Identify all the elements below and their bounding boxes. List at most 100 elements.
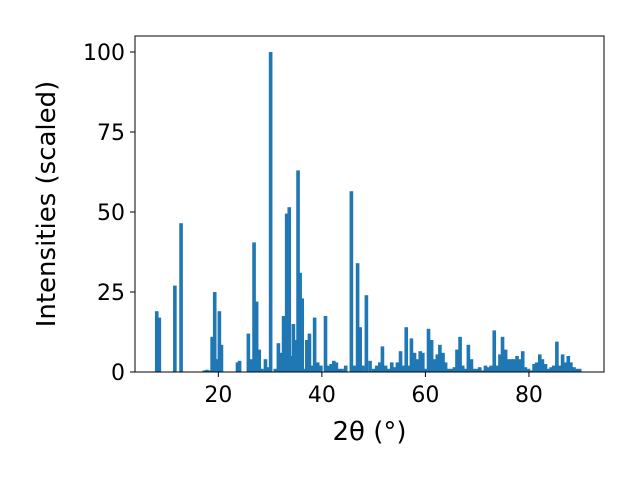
x-tick-label: 20: [204, 383, 232, 408]
bar: [409, 338, 414, 372]
bar: [418, 351, 423, 372]
bar: [540, 359, 545, 372]
bar: [307, 333, 312, 372]
bar: [246, 333, 251, 372]
bar: [312, 317, 317, 372]
bar: [492, 330, 497, 372]
bar: [329, 364, 333, 372]
bar: [302, 368, 307, 372]
bar: [315, 362, 320, 372]
bar: [205, 369, 209, 372]
bar: [534, 362, 539, 372]
bar: [520, 351, 525, 372]
bar: [252, 242, 256, 372]
bar: [421, 352, 425, 372]
bar: [466, 344, 471, 372]
bar: [532, 364, 536, 372]
bar: [569, 362, 573, 372]
bar: [254, 301, 259, 372]
bar: [380, 346, 385, 372]
bar: [401, 365, 406, 372]
bar: [249, 359, 254, 372]
bar: [503, 349, 508, 372]
bar: [352, 365, 357, 372]
bar: [517, 359, 522, 372]
bar: [426, 328, 431, 372]
bar: [237, 360, 242, 372]
bar: [364, 295, 369, 372]
bar: [475, 368, 479, 372]
x-tick-label: 40: [308, 383, 336, 408]
bar: [340, 368, 344, 372]
bar: [452, 367, 457, 372]
bar: [438, 344, 442, 372]
bar: [319, 365, 323, 372]
bar: [577, 368, 582, 372]
bar: [331, 360, 336, 372]
bar: [360, 365, 365, 372]
bar: [202, 370, 207, 372]
bar: [483, 365, 488, 372]
bar: [217, 311, 222, 372]
bar: [407, 365, 411, 372]
bar: [358, 327, 362, 372]
bar: [424, 368, 428, 372]
bar: [486, 367, 491, 372]
bar: [208, 370, 212, 372]
bar: [469, 359, 474, 372]
bar: [300, 298, 305, 372]
bar: [154, 311, 159, 372]
bar: [371, 368, 376, 372]
bar: [291, 324, 296, 372]
bar: [374, 365, 379, 372]
bar: [506, 359, 511, 372]
bar: [273, 368, 278, 372]
bar: [446, 368, 451, 372]
bar: [404, 327, 409, 372]
bar: [515, 356, 519, 372]
bar: [219, 344, 224, 372]
bar: [458, 336, 462, 372]
bar: [268, 52, 273, 372]
bar: [500, 336, 505, 372]
bar: [549, 367, 554, 372]
bar: [343, 365, 348, 372]
bar: [563, 362, 567, 372]
bar: [415, 359, 419, 372]
bar: [435, 354, 440, 372]
bar: [378, 362, 382, 372]
bar: [460, 365, 465, 372]
plot-frame: [134, 35, 605, 373]
bar: [481, 370, 485, 372]
y-tick-label: 100: [83, 41, 125, 66]
bar: [215, 359, 220, 372]
bar: [276, 343, 281, 372]
x-tick-label: 60: [411, 383, 439, 408]
x-axis-label: 2θ (°): [332, 417, 406, 447]
bar: [538, 354, 542, 372]
y-tick-label: 0: [111, 361, 125, 386]
bar: [326, 365, 330, 372]
bar: [463, 368, 468, 372]
bar: [296, 170, 300, 372]
bar: [429, 340, 434, 372]
bar: [212, 292, 217, 372]
x-ticks-group: 20 40 60 80: [204, 372, 543, 408]
y-tick-label: 75: [97, 121, 125, 146]
bar: [477, 367, 482, 372]
bar: [443, 362, 448, 372]
bar: [495, 365, 499, 372]
bar: [398, 351, 403, 372]
bar: [432, 359, 437, 372]
bar: [355, 263, 360, 372]
bar: [349, 191, 354, 372]
bar: [383, 365, 388, 372]
bar: [235, 362, 240, 372]
bar: [543, 364, 548, 372]
bar: [546, 368, 550, 372]
bar: [337, 368, 342, 372]
bar: [555, 341, 559, 372]
bar: [386, 368, 391, 372]
bar: [323, 316, 328, 372]
